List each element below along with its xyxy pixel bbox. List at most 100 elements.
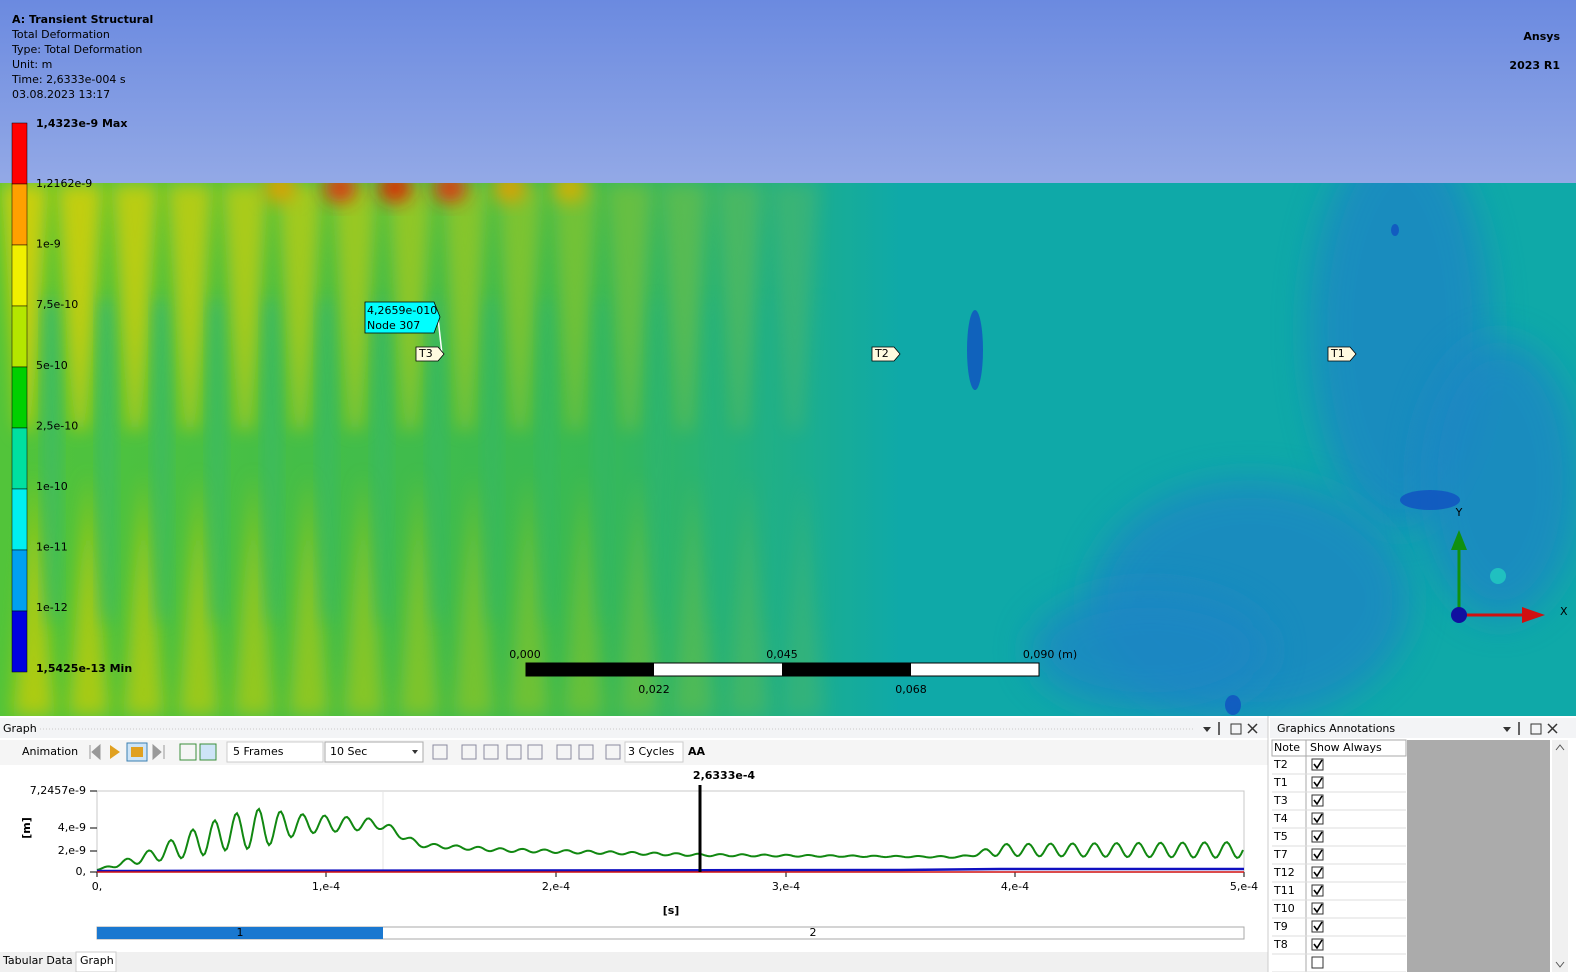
btn-frames[interactable]	[199, 743, 217, 761]
checkbox[interactable]	[1311, 956, 1324, 969]
hot-spot	[264, 183, 296, 202]
combo-duration[interactable]	[324, 741, 424, 763]
tag[interactable]	[415, 346, 445, 362]
stripe-cyan	[265, 300, 279, 620]
btn-next[interactable]	[152, 743, 165, 761]
checkbox[interactable]	[1311, 884, 1324, 897]
checkbox[interactable]	[1311, 866, 1324, 879]
scale-top: 0,000	[509, 648, 541, 661]
checkmark	[1313, 867, 1323, 878]
stripe	[673, 470, 715, 716]
tab-active[interactable]	[75, 951, 117, 972]
btn-stop-icon[interactable]	[131, 747, 143, 757]
note: T9	[1273, 920, 1288, 933]
stripe	[178, 470, 220, 716]
scale-bottom: 0,068	[895, 683, 927, 696]
toolbar-icon[interactable]	[556, 744, 572, 760]
stripe	[288, 470, 330, 716]
column-header: Note	[1274, 741, 1300, 754]
stripe-cyan	[540, 300, 554, 620]
legend-swatch	[11, 427, 28, 490]
tab-bar	[0, 952, 1268, 972]
hot-spot	[494, 183, 526, 202]
header-title: A: Transient Structural	[12, 13, 153, 26]
stripe	[111, 183, 159, 430]
checkbox[interactable]	[1311, 938, 1324, 951]
checkbox[interactable]	[1311, 758, 1324, 771]
scroll-arrows[interactable]	[1555, 744, 1565, 968]
icon-close[interactable]	[1247, 723, 1258, 734]
icon-dropdown[interactable]	[1503, 727, 1511, 732]
toolbar-icon[interactable]	[432, 744, 448, 760]
low-zone	[1030, 590, 1270, 710]
checkmark	[1313, 939, 1323, 950]
x-tick-label: 3,e-4	[772, 880, 800, 893]
note: T2	[1273, 758, 1288, 771]
scale-bottom: 0,022	[638, 683, 670, 696]
x-tick-label: 5,e-4	[1230, 880, 1258, 893]
toolbar-icon[interactable]	[483, 744, 499, 760]
combo-cycles[interactable]	[624, 741, 684, 763]
toolbar-icon[interactable]	[605, 744, 621, 760]
toolbar-icon[interactable]	[506, 744, 522, 760]
checkbox[interactable]	[1311, 920, 1324, 933]
legend-level: 7,5e-10	[36, 298, 78, 311]
curve-deformation	[96, 807, 1244, 871]
checkbox[interactable]	[1311, 830, 1324, 843]
legend-swatch	[11, 305, 28, 368]
scale-seg	[526, 663, 654, 676]
checkbox[interactable]	[1311, 794, 1324, 807]
combo-frames[interactable]	[226, 741, 324, 763]
toolbar-animation: Animation	[22, 745, 78, 758]
triad-ball	[1490, 568, 1506, 584]
toolbar-icon[interactable]	[461, 744, 477, 760]
checkbox[interactable]	[1311, 848, 1324, 861]
tab: Tabular Data	[2, 954, 73, 967]
btn-prev[interactable]	[89, 743, 101, 761]
min-spot	[1400, 490, 1460, 510]
note: T4	[1273, 812, 1288, 825]
panel-header	[1270, 718, 1576, 738]
legend-swatch	[11, 366, 28, 429]
legend-swatch	[11, 122, 28, 185]
btn-play[interactable]	[110, 745, 120, 759]
checkbox[interactable]	[1311, 812, 1324, 825]
plot-area	[96, 790, 1245, 873]
legend-swatch	[11, 183, 28, 246]
stripe	[56, 183, 104, 430]
checkbox[interactable]	[1311, 776, 1324, 789]
stripe	[508, 470, 550, 716]
icon-close[interactable]	[1547, 723, 1558, 734]
legend-level: 1e-12	[36, 601, 68, 614]
legend-min: 1,5425e-13 Min	[36, 662, 132, 675]
stripe	[716, 183, 764, 430]
toolbar-icon[interactable]	[578, 744, 594, 760]
tag[interactable]	[1327, 346, 1357, 362]
toolbar-icon[interactable]	[527, 744, 543, 760]
scale-seg	[782, 663, 911, 676]
stripe	[343, 470, 385, 716]
checkmark	[1313, 921, 1323, 932]
icon-maximize[interactable]	[1230, 723, 1242, 735]
checkmark	[1313, 831, 1323, 842]
icon-maximize[interactable]	[1530, 723, 1542, 735]
stripe-cyan	[485, 300, 499, 620]
y-tick-label: 2,e-9	[58, 844, 86, 857]
legend-level: 1e-10	[36, 480, 68, 493]
tag[interactable]	[871, 346, 901, 362]
checkbox[interactable]	[1311, 902, 1324, 915]
scale-top: 0,090 (m)	[1023, 648, 1077, 661]
icon-dropdown[interactable]	[1203, 727, 1211, 732]
y-tick-label: 7,2457e-9	[30, 784, 86, 797]
legend-level: 2,5e-10	[36, 419, 78, 432]
panel-title: Graph	[3, 722, 37, 735]
stripe-cyan	[375, 300, 389, 620]
header-type: Type: Total Deformation	[11, 43, 142, 56]
hot-spot	[554, 183, 586, 202]
step-1[interactable]	[97, 927, 383, 939]
stripe	[661, 183, 709, 430]
scale-top: 0,045	[766, 648, 798, 661]
stripe	[221, 183, 269, 430]
btn-frames[interactable]	[179, 743, 197, 761]
y-tick-label: 4,e-9	[58, 821, 86, 834]
